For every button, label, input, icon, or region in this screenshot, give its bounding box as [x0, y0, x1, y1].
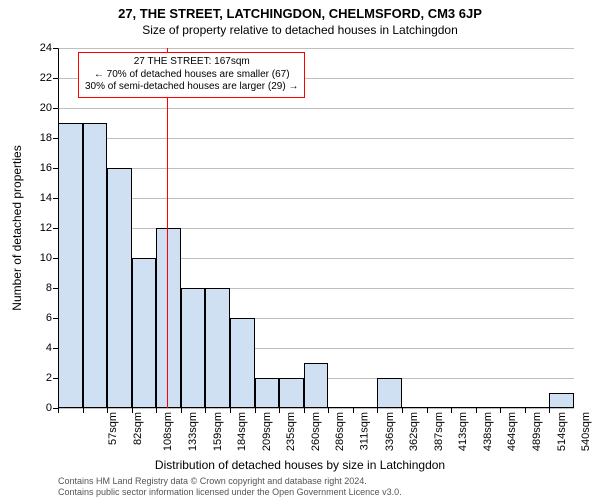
plot-area: 02468101214161820222457sqm82sqm108sqm133… [58, 48, 574, 408]
grid-line [58, 108, 574, 109]
histogram-bar [549, 393, 574, 408]
histogram-bar [181, 288, 206, 408]
x-tick-label: 184sqm [236, 412, 248, 451]
histogram-bar [83, 123, 108, 408]
x-tick-label: 133sqm [187, 412, 199, 451]
chart-title-sub: Size of property relative to detached ho… [0, 21, 600, 37]
grid-line [58, 408, 574, 409]
y-tick-label: 10 [28, 252, 52, 264]
x-tick [402, 408, 403, 413]
x-tick-label: 82sqm [132, 412, 144, 445]
x-tick [353, 408, 354, 413]
x-tick [58, 408, 59, 413]
grid-line [58, 48, 574, 49]
x-tick-label: 108sqm [163, 412, 175, 451]
x-tick-label: 464sqm [507, 412, 519, 451]
x-tick-label: 438sqm [482, 412, 494, 451]
x-axis-label: Distribution of detached houses by size … [0, 458, 600, 472]
y-tick-label: 18 [28, 132, 52, 144]
x-tick-label: 413sqm [457, 412, 469, 451]
x-tick-label: 286sqm [335, 412, 347, 451]
annotation-line-2: ← 70% of detached houses are smaller (67… [85, 69, 298, 82]
grid-line [58, 228, 574, 229]
x-tick-label: 260sqm [310, 412, 322, 451]
histogram-bar [279, 378, 304, 408]
y-axis-label: Number of detached properties [10, 145, 24, 310]
x-tick [500, 408, 501, 413]
x-tick-label: 57sqm [107, 412, 119, 445]
x-tick [427, 408, 428, 413]
footer-line-1: Contains HM Land Registry data © Crown c… [58, 476, 402, 487]
y-tick-label: 8 [28, 282, 52, 294]
x-tick [107, 408, 108, 413]
y-tick-label: 20 [28, 102, 52, 114]
y-tick-label: 24 [28, 42, 52, 54]
x-tick [304, 408, 305, 413]
x-tick-label: 540sqm [580, 412, 592, 451]
grid-line [58, 198, 574, 199]
x-tick-label: 159sqm [212, 412, 224, 451]
x-tick [230, 408, 231, 413]
x-tick [377, 408, 378, 413]
x-tick [205, 408, 206, 413]
chart-title-main: 27, THE STREET, LATCHINGDON, CHELMSFORD,… [0, 0, 600, 21]
annotation-line-1: 27 THE STREET: 167sqm [85, 56, 298, 69]
footer-attribution: Contains HM Land Registry data © Crown c… [58, 476, 402, 498]
x-tick-label: 235sqm [285, 412, 297, 451]
x-tick-label: 336sqm [384, 412, 396, 451]
annotation-line-3: 30% of semi-detached houses are larger (… [85, 81, 298, 94]
y-tick-label: 14 [28, 192, 52, 204]
histogram-bar [132, 258, 157, 408]
x-tick [328, 408, 329, 413]
y-tick-label: 22 [28, 72, 52, 84]
reference-line [167, 48, 168, 408]
x-tick [279, 408, 280, 413]
x-tick-label: 387sqm [433, 412, 445, 451]
x-tick [255, 408, 256, 413]
histogram-bar [107, 168, 132, 408]
histogram-bar [156, 228, 181, 408]
x-tick [451, 408, 452, 413]
x-tick-label: 311sqm [358, 412, 370, 450]
x-tick-label: 514sqm [556, 412, 568, 451]
x-tick [132, 408, 133, 413]
chart-area: 02468101214161820222457sqm82sqm108sqm133… [58, 48, 574, 408]
y-tick-label: 12 [28, 222, 52, 234]
annotation-box: 27 THE STREET: 167sqm← 70% of detached h… [78, 52, 305, 98]
y-tick [53, 78, 58, 79]
y-tick-label: 2 [28, 372, 52, 384]
histogram-bar [377, 378, 402, 408]
y-tick [53, 108, 58, 109]
grid-line [58, 138, 574, 139]
y-tick-label: 0 [28, 402, 52, 414]
y-tick-label: 6 [28, 312, 52, 324]
x-tick [83, 408, 84, 413]
x-tick-label: 209sqm [261, 412, 273, 451]
histogram-bar [230, 318, 255, 408]
x-tick [549, 408, 550, 413]
y-tick [53, 48, 58, 49]
histogram-bar [58, 123, 83, 408]
histogram-bar [205, 288, 230, 408]
y-tick-label: 16 [28, 162, 52, 174]
histogram-bar [304, 363, 329, 408]
x-tick [476, 408, 477, 413]
x-tick-label: 489sqm [531, 412, 543, 451]
x-tick [525, 408, 526, 413]
grid-line [58, 168, 574, 169]
footer-line-2: Contains public sector information licen… [58, 487, 402, 498]
y-tick-label: 4 [28, 342, 52, 354]
x-tick [181, 408, 182, 413]
x-tick-label: 362sqm [408, 412, 420, 451]
histogram-bar [255, 378, 280, 408]
x-tick [156, 408, 157, 413]
